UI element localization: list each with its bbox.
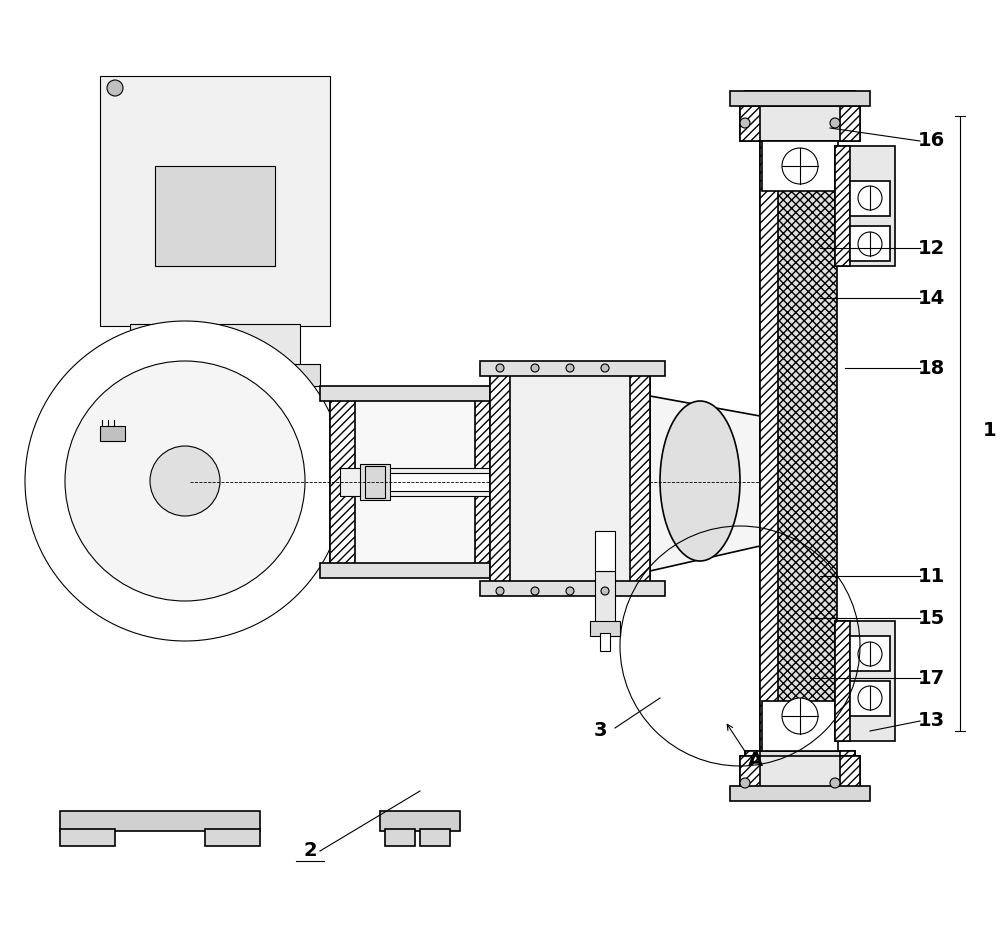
- Circle shape: [830, 118, 840, 128]
- Circle shape: [601, 587, 609, 595]
- Circle shape: [496, 364, 504, 372]
- Bar: [595, 531, 615, 571]
- Bar: [110, 364, 320, 386]
- Text: 11: 11: [918, 567, 945, 586]
- Bar: [850, 181, 890, 216]
- Bar: [330, 396, 355, 566]
- Bar: [490, 371, 650, 586]
- Circle shape: [782, 698, 818, 734]
- Bar: [365, 466, 385, 498]
- Circle shape: [566, 587, 574, 595]
- Text: 2: 2: [303, 842, 317, 861]
- Bar: [330, 396, 500, 566]
- Text: 16: 16: [918, 131, 945, 150]
- Bar: [320, 386, 510, 401]
- Circle shape: [858, 232, 882, 256]
- Bar: [835, 146, 850, 266]
- Bar: [420, 829, 450, 846]
- Bar: [130, 324, 300, 366]
- Bar: [595, 571, 615, 626]
- Text: A: A: [747, 751, 763, 770]
- Circle shape: [782, 148, 818, 184]
- Bar: [840, 106, 860, 141]
- Bar: [745, 751, 855, 771]
- Text: 12: 12: [918, 238, 945, 257]
- Circle shape: [858, 686, 882, 710]
- Circle shape: [601, 364, 609, 372]
- Text: 15: 15: [918, 608, 945, 627]
- Bar: [730, 786, 870, 801]
- Text: 17: 17: [918, 669, 945, 688]
- Bar: [745, 751, 760, 771]
- Bar: [480, 361, 665, 376]
- Bar: [835, 146, 895, 266]
- Text: 13: 13: [918, 711, 945, 730]
- Text: 1: 1: [983, 422, 997, 441]
- Bar: [762, 701, 838, 751]
- Circle shape: [496, 587, 504, 595]
- Bar: [475, 396, 500, 566]
- Bar: [762, 141, 838, 191]
- Bar: [745, 91, 760, 111]
- Bar: [835, 621, 895, 741]
- Circle shape: [740, 778, 750, 788]
- Polygon shape: [650, 396, 760, 571]
- Bar: [835, 621, 850, 741]
- Text: 3: 3: [593, 722, 607, 741]
- Bar: [490, 371, 510, 586]
- Bar: [740, 106, 760, 141]
- Bar: [850, 636, 890, 671]
- Bar: [100, 426, 125, 441]
- Bar: [740, 106, 860, 141]
- Bar: [815, 101, 835, 761]
- Circle shape: [830, 778, 840, 788]
- Bar: [840, 751, 855, 771]
- Bar: [740, 756, 860, 791]
- Bar: [380, 811, 460, 831]
- Circle shape: [150, 446, 220, 516]
- Bar: [480, 581, 665, 596]
- Bar: [390, 473, 490, 491]
- Ellipse shape: [660, 401, 740, 561]
- Bar: [740, 756, 760, 791]
- Circle shape: [65, 361, 305, 601]
- Bar: [760, 101, 835, 761]
- Circle shape: [107, 80, 123, 96]
- Text: 18: 18: [918, 359, 945, 377]
- Bar: [840, 91, 855, 111]
- Circle shape: [740, 118, 750, 128]
- Bar: [205, 829, 260, 846]
- Bar: [155, 166, 275, 266]
- Circle shape: [531, 364, 539, 372]
- Bar: [60, 829, 115, 846]
- Circle shape: [25, 321, 345, 641]
- Circle shape: [858, 642, 882, 666]
- Bar: [850, 226, 890, 261]
- Bar: [320, 563, 510, 578]
- Bar: [590, 621, 620, 636]
- Bar: [745, 91, 855, 111]
- Circle shape: [566, 364, 574, 372]
- Bar: [730, 91, 870, 106]
- Bar: [340, 468, 495, 496]
- Bar: [385, 829, 415, 846]
- Circle shape: [531, 587, 539, 595]
- Circle shape: [858, 186, 882, 210]
- Bar: [60, 811, 260, 831]
- Bar: [600, 633, 610, 651]
- Bar: [850, 681, 890, 716]
- Bar: [778, 111, 837, 751]
- Bar: [100, 76, 330, 326]
- Bar: [760, 101, 780, 761]
- Bar: [630, 371, 650, 586]
- Bar: [360, 464, 390, 500]
- Bar: [840, 756, 860, 791]
- Text: 14: 14: [918, 289, 945, 307]
